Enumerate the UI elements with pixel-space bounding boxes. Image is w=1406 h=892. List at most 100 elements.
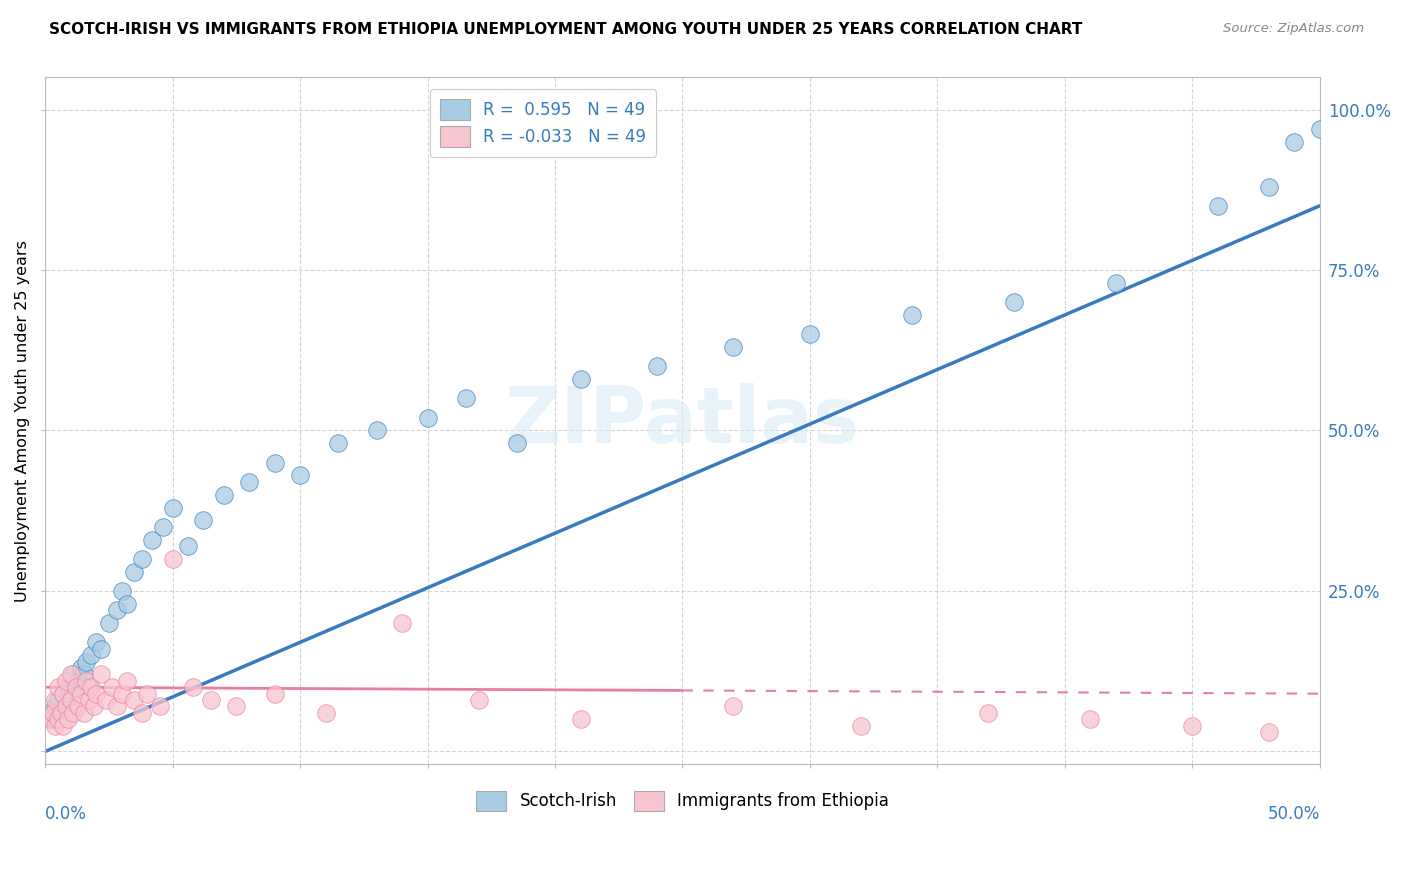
Point [44,699,66,714]
Point [645,359,668,374]
Point [454,392,477,406]
Point [111,584,134,599]
Point [75,655,97,669]
Point [80,648,103,662]
Point [59,667,82,681]
Point [238,475,260,489]
Point [70,661,93,675]
Point [115,673,138,688]
Point [723,340,745,354]
Point [200,693,222,707]
Point [149,699,172,714]
Point [67,673,90,688]
Point [75,673,97,688]
Point [328,436,350,450]
Point [131,706,153,720]
Point [162,552,184,566]
Point [100,680,122,694]
Point [55,699,77,714]
Point [49,706,72,720]
Text: 50.0%: 50.0% [1267,805,1320,823]
Point [46,693,69,707]
Point [67,699,90,714]
Point [65,680,87,694]
Point [42,712,65,726]
Point [569,372,592,386]
Point [131,552,153,566]
Point [136,687,159,701]
Point [366,424,388,438]
Point [799,327,821,342]
Point [55,699,77,714]
Point [96,693,118,707]
Point [506,436,529,450]
Point [901,308,924,322]
Point [467,693,489,707]
Point [124,565,146,579]
Point [111,687,134,701]
Point [58,712,80,726]
Point [58,680,80,694]
Point [72,667,94,681]
Point [84,687,107,701]
Text: ZIPatlas: ZIPatlas [505,383,860,458]
Point [44,693,66,707]
Point [977,706,1000,720]
Point [391,615,413,630]
Point [83,699,105,714]
Point [62,667,84,681]
Point [263,687,285,701]
Point [55,673,77,688]
Point [52,719,75,733]
Text: SCOTCH-IRISH VS IMMIGRANTS FROM ETHIOPIA UNEMPLOYMENT AMONG YOUTH UNDER 25 YEARS: SCOTCH-IRISH VS IMMIGRANTS FROM ETHIOPIA… [49,22,1083,37]
Point [39,712,62,726]
Point [80,680,103,694]
Point [1282,135,1305,149]
Point [193,513,215,527]
Point [49,706,72,720]
Y-axis label: Unemployment Among Youth under 25 years: Unemployment Among Youth under 25 years [15,240,30,602]
Point [59,693,82,707]
Point [416,410,439,425]
Point [62,706,84,720]
Point [1078,712,1101,726]
Legend: Scotch-Irish, Immigrants from Ethiopia: Scotch-Irish, Immigrants from Ethiopia [470,784,896,818]
Point [44,719,66,733]
Point [98,615,121,630]
Point [1309,121,1331,136]
Point [1002,295,1025,310]
Point [315,706,337,720]
Point [46,712,69,726]
Point [141,533,163,547]
Point [288,468,311,483]
Point [162,500,184,515]
Point [1257,179,1279,194]
Point [105,699,128,714]
Point [105,603,128,617]
Point [84,635,107,649]
Point [52,687,75,701]
Point [70,687,93,701]
Point [77,680,100,694]
Point [225,699,247,714]
Point [723,699,745,714]
Point [72,706,94,720]
Point [152,520,174,534]
Point [77,693,100,707]
Text: Source: ZipAtlas.com: Source: ZipAtlas.com [1223,22,1364,36]
Point [849,719,872,733]
Point [177,539,200,553]
Point [1181,719,1204,733]
Point [569,712,592,726]
Point [65,680,87,694]
Point [46,680,69,694]
Point [1257,725,1279,739]
Point [181,680,204,694]
Point [52,687,75,701]
Point [1206,199,1229,213]
Point [59,687,82,701]
Point [263,456,285,470]
Point [90,641,112,656]
Point [124,693,146,707]
Text: 0.0%: 0.0% [45,805,87,823]
